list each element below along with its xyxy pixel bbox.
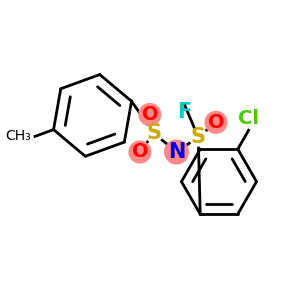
Text: CH₃: CH₃ (5, 129, 31, 143)
Text: S: S (191, 127, 206, 147)
Text: O: O (208, 113, 224, 132)
Circle shape (205, 112, 227, 133)
Circle shape (189, 128, 207, 146)
Circle shape (145, 124, 163, 142)
Text: F: F (177, 103, 191, 122)
Text: O: O (132, 142, 148, 161)
Text: S: S (146, 123, 161, 143)
Circle shape (139, 103, 161, 125)
Text: Cl: Cl (238, 109, 259, 128)
Text: O: O (142, 105, 158, 124)
Text: N: N (168, 142, 185, 162)
Circle shape (165, 140, 188, 164)
Circle shape (129, 141, 151, 163)
